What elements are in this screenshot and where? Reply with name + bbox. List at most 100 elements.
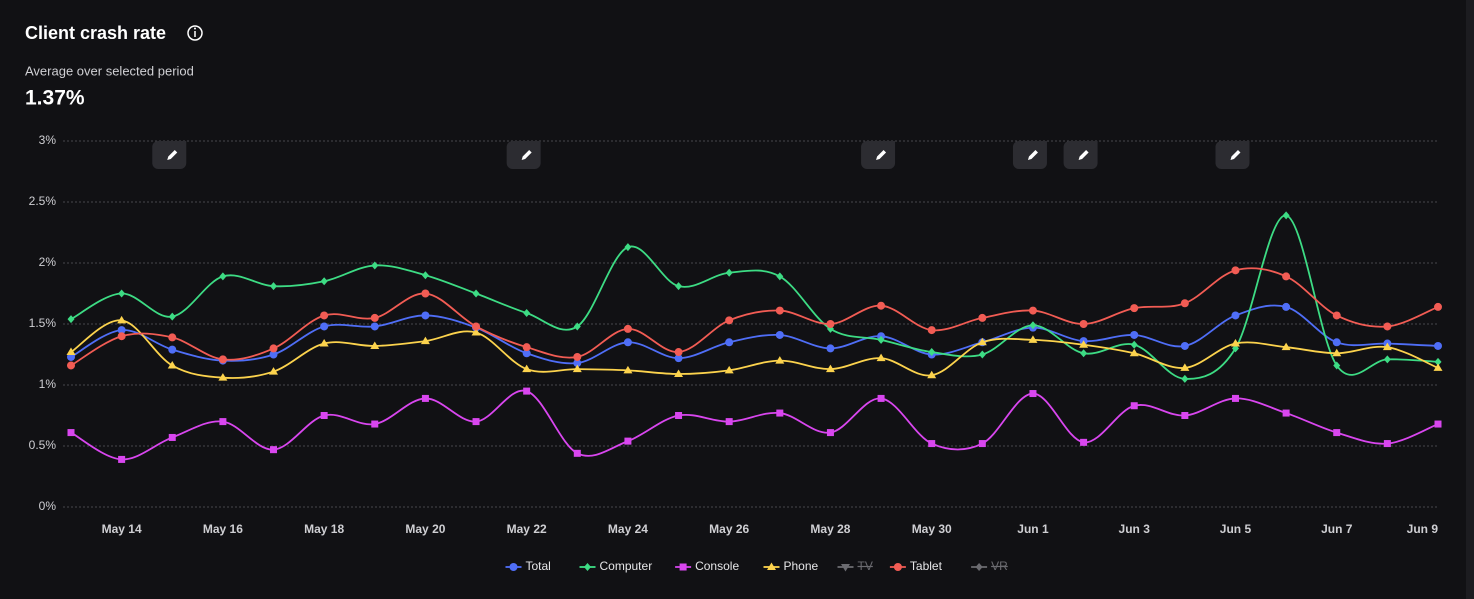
legend-item[interactable]: Total — [505, 559, 551, 573]
point — [472, 418, 480, 426]
legend-item[interactable]: Console — [675, 559, 739, 573]
point — [421, 311, 430, 320]
legend-label: Computer — [600, 559, 653, 573]
point — [928, 348, 936, 357]
point — [978, 440, 986, 448]
point — [118, 455, 126, 463]
point — [1332, 338, 1341, 347]
x-tick-label: May 30 — [912, 522, 952, 536]
point — [67, 429, 75, 437]
legend-item[interactable]: VR — [971, 559, 1008, 573]
point — [825, 364, 835, 373]
point — [1282, 272, 1291, 281]
point — [624, 243, 632, 252]
point — [623, 324, 632, 333]
annotation-marker[interactable] — [861, 141, 896, 169]
annotation-marker[interactable] — [1063, 141, 1098, 169]
point — [371, 261, 379, 270]
legend-item[interactable]: TV — [837, 559, 873, 573]
x-tick-label: May 20 — [405, 522, 445, 536]
info-icon[interactable] — [187, 25, 203, 41]
point — [725, 268, 733, 277]
point — [67, 361, 75, 370]
point — [674, 348, 683, 357]
annotation-bubble — [152, 141, 187, 169]
point — [1383, 322, 1392, 331]
point — [471, 328, 481, 336]
point — [675, 412, 683, 419]
x-tick-label: May 14 — [102, 522, 142, 536]
point — [573, 322, 581, 331]
point — [573, 359, 582, 368]
point — [1181, 374, 1189, 383]
point — [1434, 357, 1442, 366]
point — [775, 330, 784, 339]
point — [1383, 355, 1391, 364]
point — [1028, 306, 1037, 315]
point — [725, 418, 733, 426]
series — [67, 387, 1442, 463]
legend-label: VR — [991, 559, 1008, 573]
x-tick-label: Jun 5 — [1220, 522, 1252, 536]
point — [1028, 335, 1038, 343]
point — [218, 373, 228, 381]
point — [623, 338, 632, 347]
point — [826, 320, 835, 328]
point — [1333, 429, 1341, 437]
point — [928, 440, 936, 448]
point — [1382, 342, 1392, 351]
point — [1281, 342, 1291, 351]
annotation-bubble — [1012, 141, 1047, 169]
point — [573, 352, 582, 361]
summary-value: 1.37% — [25, 87, 85, 110]
point — [522, 364, 532, 373]
point — [370, 313, 379, 322]
point — [472, 322, 481, 331]
point — [371, 420, 379, 428]
annotation-marker[interactable] — [1012, 141, 1047, 169]
annotation-marker[interactable] — [1215, 141, 1250, 169]
point — [370, 322, 379, 331]
point — [168, 333, 177, 342]
point — [320, 322, 329, 331]
pencil-icon — [1078, 150, 1089, 160]
annotation-marker[interactable] — [152, 141, 187, 169]
x-tick-label: Jun 9 — [1407, 522, 1439, 536]
edge — [1466, 0, 1474, 599]
point — [978, 313, 987, 322]
point — [1434, 420, 1442, 428]
point — [509, 563, 518, 571]
point — [584, 563, 591, 571]
legend-item[interactable]: Tablet — [889, 559, 943, 573]
point — [877, 335, 885, 344]
point — [826, 344, 835, 353]
subtitle: Average over selected period — [25, 63, 194, 78]
point — [1282, 409, 1290, 417]
point — [826, 429, 834, 437]
point — [841, 564, 850, 572]
x-tick-label: Jun 1 — [1017, 522, 1049, 536]
point — [320, 311, 329, 320]
point — [776, 272, 784, 281]
point — [725, 316, 734, 325]
y-tick-label: 0.5% — [29, 438, 57, 452]
point — [877, 394, 885, 402]
legend-label: Total — [526, 559, 551, 573]
point — [674, 354, 683, 363]
point — [319, 339, 329, 347]
legend-item[interactable]: Computer — [579, 559, 653, 573]
series-line — [70, 304, 1439, 365]
annotation-bubble — [1215, 141, 1250, 169]
point — [977, 337, 987, 346]
series-line — [70, 389, 1439, 461]
annotation-marker[interactable] — [506, 141, 541, 169]
point — [978, 350, 986, 359]
point — [370, 341, 380, 349]
point — [1333, 361, 1341, 370]
point — [1029, 321, 1037, 330]
point — [675, 282, 683, 291]
legend-item[interactable]: Phone — [763, 559, 819, 573]
x-tick-label: May 28 — [810, 522, 850, 536]
point — [1383, 440, 1391, 448]
